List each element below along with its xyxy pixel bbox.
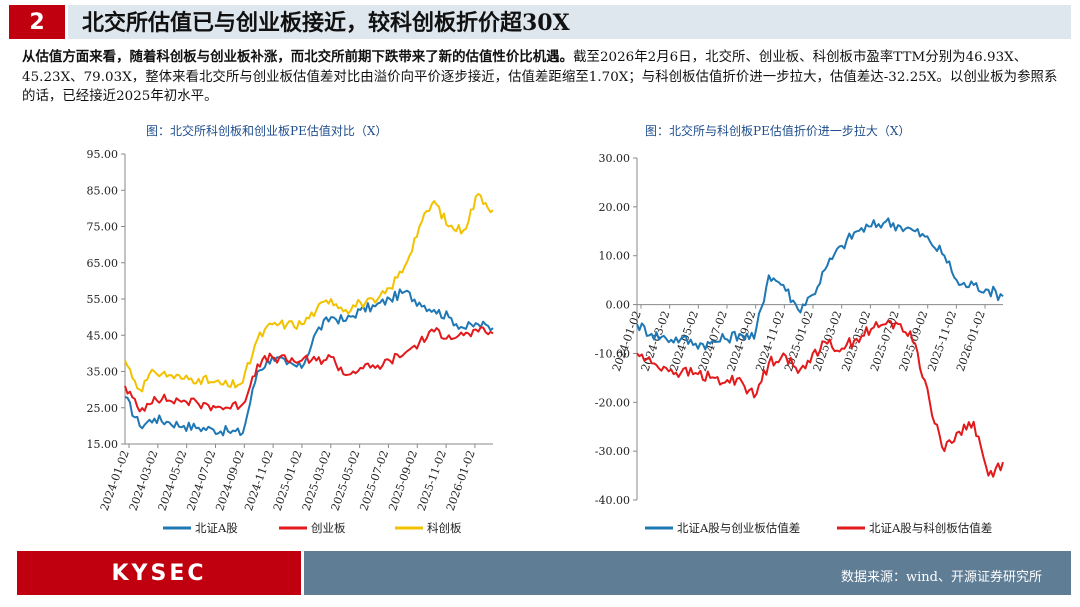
chart-2-x-tick-label: 2025-11-02: [925, 309, 959, 373]
chart-1-y-tick-label: 55.00: [87, 293, 119, 306]
chart-1-x-tick-label: 2026-01-02: [444, 449, 478, 513]
chart-1-x-tick-label: 2024-09-02: [213, 449, 247, 513]
chart-1-x-tick-label: 2025-09-02: [386, 449, 420, 513]
footer-bar: [304, 551, 1071, 595]
chart-2-y-tick-label: -40.00: [595, 494, 630, 507]
summary-normal-text: 截至2026年2月6日，北交所、创业板、科创板市盈率TTM分别为46.93X、4…: [22, 50, 1058, 105]
chart-1-series-3-line: [124, 192, 494, 393]
chart-2-y-tick-label: 10.00: [599, 250, 631, 263]
chart-2-y-tick-label: 20.00: [599, 201, 631, 214]
chart-2-title: 图：北交所与科创板PE估值折价进一步拉大（X）: [645, 124, 911, 138]
chart-2-legend-label-1: 北证A股与创业板估值差: [677, 521, 800, 535]
chart-1-x-tick-label: 2025-05-02: [329, 449, 363, 513]
chart-1-legend-label-1: 北证A股: [195, 521, 238, 535]
chart-1-y-tick-label: 35.00: [87, 366, 119, 379]
summary-paragraph: 从估值方面来看，随着科创板与创业板补涨，而北交所前期下跌带来了新的估值性价比机遇…: [22, 48, 1064, 107]
chart-1-title: 图：北交所科创板和创业板PE估值对比（X）: [146, 124, 388, 138]
chart-1-y-tick-label: 75.00: [87, 221, 119, 234]
data-source: 数据来源：wind、开源证券研究所: [841, 570, 1042, 585]
chart-1-x-tick-label: 2024-03-02: [127, 449, 161, 513]
chart-1-y-tick-label: 65.00: [87, 257, 119, 270]
chart-2-x-tick-label: 2025-07-02: [868, 309, 902, 373]
kysec-logo: KYSEC: [17, 551, 301, 595]
chart-2-x-tick-label: 2025-03-02: [811, 309, 845, 373]
chart-1-x-tick-label: 2024-05-02: [156, 449, 190, 513]
chart-1-x-tick-label: 2025-01-02: [271, 449, 305, 513]
chart-1-x-tick-label: 2025-03-02: [300, 449, 334, 513]
chart-1-y-tick-label: 85.00: [87, 184, 119, 197]
chart-1-series-2-line: [124, 326, 494, 413]
chart-2-x-tick-label: 2025-01-02: [782, 309, 816, 373]
chart-2-legend-label-2: 北证A股与科创板估值差: [869, 521, 992, 535]
summary-bold-text: 从估值方面来看，随着科创板与创业板补涨，而北交所前期下跌带来了新的估值性价比机遇…: [22, 49, 574, 65]
chart-2-series-1-line: [636, 217, 1004, 351]
chart-2-x-tick-label: 2026-01-02: [954, 309, 988, 373]
chart-2-y-tick-label: -10.00: [595, 347, 630, 360]
chart-2-y-tick-label: 0.00: [606, 299, 631, 312]
chart-2-y-tick-label: -20.00: [595, 396, 630, 409]
chart-1-y-tick-label: 45.00: [87, 329, 119, 342]
title-background: [68, 5, 1071, 39]
chart-1-y-tick-label: 25.00: [87, 402, 119, 415]
chart-2-y-tick-label: 30.00: [599, 152, 631, 165]
chart-2-x-tick-label: 2025-05-02: [839, 309, 873, 373]
chart-1-series-1-line: [124, 288, 494, 437]
chart-1-x-tick-label: 2025-07-02: [357, 449, 391, 513]
chart-2-series-2-line: [636, 319, 1004, 478]
chart-1-x-tick-label: 2024-07-02: [184, 449, 218, 513]
section-number-badge: 2: [9, 5, 65, 39]
chart-1-legend-label-2: 创业板: [311, 521, 346, 535]
chart-1-y-tick-label: 15.00: [87, 438, 119, 451]
chart-2-y-tick-label: -30.00: [595, 445, 630, 458]
chart-1-x-tick-label: 2025-11-02: [415, 449, 449, 513]
chart-1-legend-label-3: 科创板: [427, 521, 462, 535]
page-title: 北交所估值已与创业板接近，较科创板折价超30X: [82, 10, 570, 36]
chart-1-x-tick-label: 2024-11-02: [242, 449, 276, 513]
chart-1-y-tick-label: 95.00: [87, 148, 119, 161]
chart-1-x-tick-label: 2024-01-02: [98, 449, 132, 513]
chart-2-x-tick-label: 2024-01-02: [610, 309, 644, 373]
